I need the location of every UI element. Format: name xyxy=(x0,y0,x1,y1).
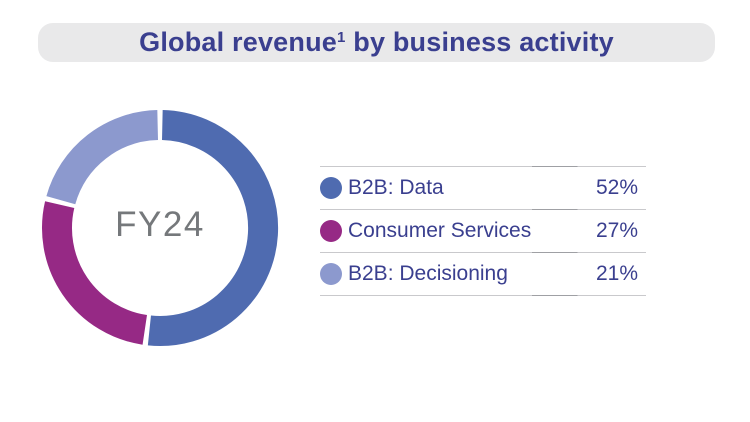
title-banner: Global revenue1 by business activity xyxy=(38,23,715,62)
title-footnote-marker: 1 xyxy=(337,29,346,46)
donut-segment xyxy=(42,201,148,345)
legend-value: 27% xyxy=(595,219,638,242)
legend-label: B2B: Data xyxy=(348,176,444,199)
legend-label: Consumer Services xyxy=(348,219,532,242)
legend-row: B2B: Decisioning 21% xyxy=(320,253,646,295)
legend-divider xyxy=(320,252,646,253)
legend-row: B2B: Data 52% xyxy=(320,167,646,209)
donut-chart-svg xyxy=(42,110,279,346)
page-title: Global revenue1 by business activity xyxy=(139,27,614,58)
donut-segment xyxy=(46,110,159,205)
chart-legend: B2B: Data 52% Consumer Services 27% B2B:… xyxy=(320,166,646,296)
title-prefix: Global revenue xyxy=(139,27,337,57)
legend-divider xyxy=(320,166,646,167)
legend-row: Consumer Services 27% xyxy=(320,210,646,252)
legend-value: 52% xyxy=(595,176,638,199)
title-suffix: by business activity xyxy=(345,27,614,57)
legend-swatch-consumer-services-icon xyxy=(320,220,342,242)
donut-center-label: FY24 xyxy=(115,205,205,244)
legend-divider xyxy=(320,295,646,296)
legend-label: B2B: Decisioning xyxy=(348,262,508,285)
donut-segment xyxy=(147,110,279,346)
legend-divider xyxy=(320,209,646,210)
legend-value: 21% xyxy=(595,262,638,285)
legend-swatch-b2b-data-icon xyxy=(320,177,342,199)
donut-chart: FY24 xyxy=(30,98,290,358)
legend-swatch-b2b-decisioning-icon xyxy=(320,263,342,285)
